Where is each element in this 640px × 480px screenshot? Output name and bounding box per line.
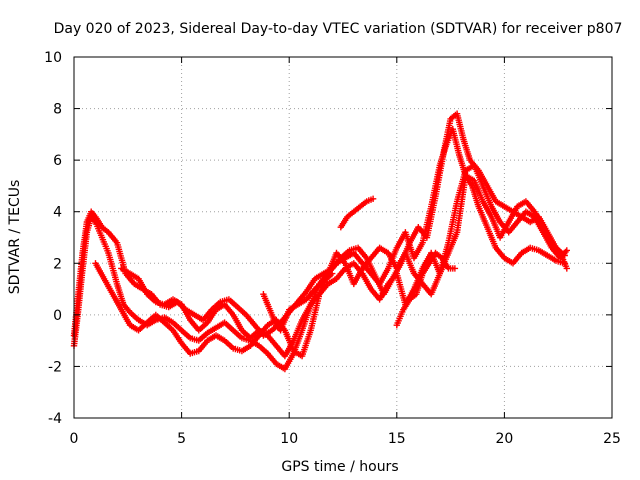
series-trace: [120, 164, 568, 358]
plot-frame: [73, 56, 613, 419]
x-tick-label: 0: [70, 431, 79, 447]
series-track-4: [118, 162, 570, 360]
series-track-6: [260, 270, 336, 334]
series-track-7: [393, 249, 459, 329]
y-tick-label: 4: [53, 205, 62, 221]
y-tick-label: -2: [48, 359, 62, 375]
series-trace: [339, 197, 374, 228]
x-tick-label: 20: [495, 431, 513, 447]
axis-ticks: 0 5 10 15 20 25 -4 -2 0 2 4 6 8 10: [44, 50, 621, 447]
series-markers: [70, 126, 568, 373]
y-tick-label: 10: [44, 50, 62, 66]
series-track-3: [92, 172, 570, 360]
series-trace: [72, 128, 566, 371]
y-axis-title: SDTVAR / TECUs: [7, 180, 23, 295]
x-tick-label: 10: [280, 431, 298, 447]
y-tick-label: 6: [53, 153, 62, 169]
series-trace: [94, 174, 568, 358]
x-axis-title: GPS time / hours: [281, 459, 398, 475]
series-trace: [72, 112, 566, 337]
y-tick-label: 2: [53, 256, 62, 272]
x-tick-label: 25: [603, 431, 621, 447]
y-tick-label: -4: [48, 411, 62, 427]
x-tick-label: 5: [177, 431, 186, 447]
series-track-1: [70, 126, 568, 373]
x-tick-label: 15: [388, 431, 406, 447]
chart-title: Day 020 of 2023, Sidereal Day-to-day VTE…: [54, 21, 623, 37]
series-trace: [395, 251, 455, 326]
y-tick-label: 8: [53, 102, 62, 118]
grid: [74, 57, 612, 418]
y-tick-label: 0: [53, 308, 62, 324]
series-trace: [262, 272, 333, 332]
series-track-5: [337, 195, 377, 231]
data-series: [70, 110, 570, 373]
